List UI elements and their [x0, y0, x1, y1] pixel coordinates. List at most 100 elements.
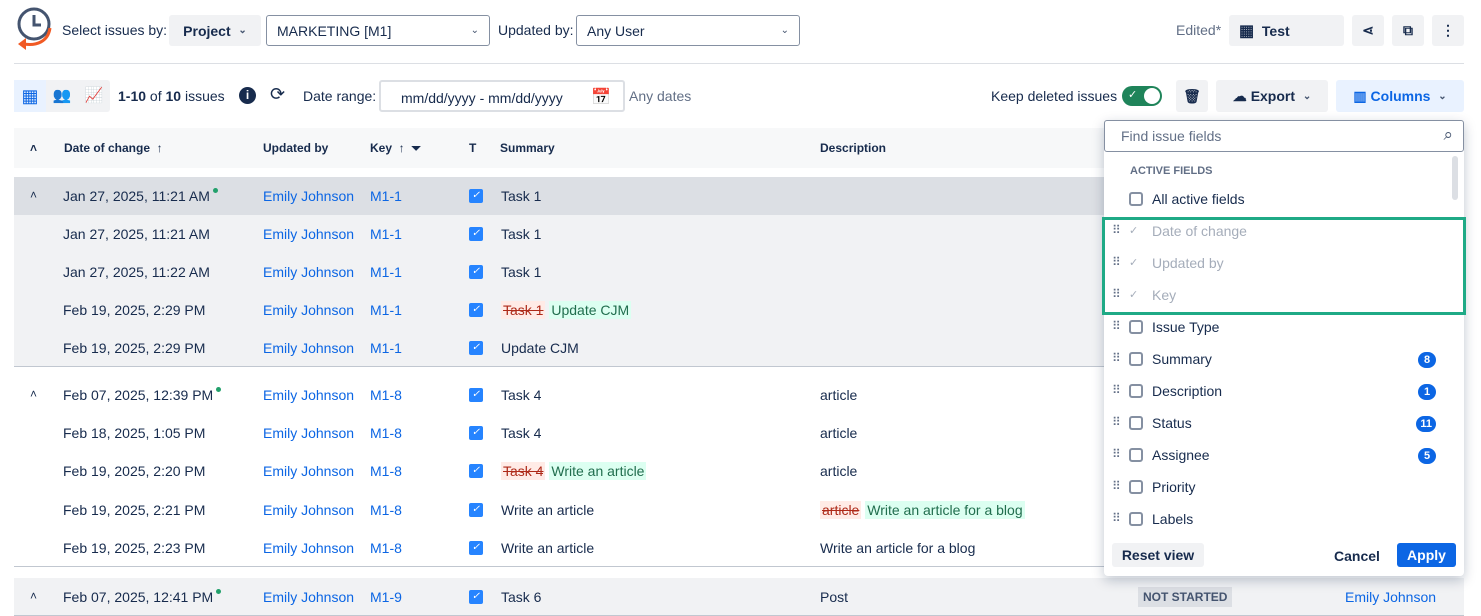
field-option[interactable]: ⠿ Status 11 [1104, 407, 1464, 439]
table-row[interactable]: Feb 19, 2025, 2:23 PM Emily Johnson M1-8 ✓ W… [14, 529, 1464, 567]
drag-handle-icon[interactable]: ⠿ [1112, 351, 1121, 365]
scrollbar[interactable] [1452, 156, 1458, 200]
collapse-icon[interactable]: ˄ [30, 188, 38, 202]
drag-handle-icon[interactable]: ⠿ [1112, 511, 1121, 525]
issue-key-link[interactable]: M1-8 [370, 463, 402, 480]
table-row[interactable]: Feb 19, 2025, 2:29 PM Emily Johnson M1-1 ✓ U… [14, 329, 1464, 367]
table-icon: ▦ [1239, 22, 1255, 40]
checkbox[interactable]: ✓ [1129, 225, 1139, 237]
field-option[interactable]: ⠿ Assignee 5 [1104, 439, 1464, 471]
drag-handle-icon[interactable]: ⠿ [1112, 223, 1121, 237]
issue-key-link[interactable]: M1-8 [370, 501, 402, 518]
collapse-icon[interactable]: ˄ [30, 589, 38, 603]
drag-handle-icon[interactable]: ⠿ [1112, 319, 1121, 333]
checkbox[interactable] [1129, 416, 1143, 430]
header-updated-by[interactable]: Updated by [263, 141, 329, 155]
find-fields-input[interactable]: Find issue fields ⌕ [1104, 120, 1464, 152]
checkbox[interactable] [1129, 480, 1143, 494]
share-button[interactable]: ⋖ [1352, 15, 1384, 46]
collapse-all-icon[interactable]: ˄ [30, 141, 38, 155]
field-option[interactable]: ⠿ ✓ Updated by [1104, 247, 1464, 279]
user-link[interactable]: Emily Johnson [263, 387, 355, 403]
user-link[interactable]: Emily Johnson [263, 589, 355, 605]
issue-key-link[interactable]: M1-9 [370, 589, 402, 605]
reset-view-button[interactable]: Reset view [1112, 543, 1204, 567]
user-link[interactable]: Emily Johnson [263, 501, 355, 518]
field-option[interactable]: ⠿ ✓ Key [1104, 279, 1464, 311]
header-date[interactable]: Date of change ↑ [64, 141, 163, 155]
cancel-button[interactable]: Cancel [1334, 548, 1380, 564]
drag-handle-icon[interactable]: ⠿ [1112, 415, 1121, 429]
table-row[interactable]: Jan 27, 2025, 11:22 AM Emily Johnson M1-1 ✓… [14, 253, 1464, 291]
refresh-icon[interactable]: ⟳ [270, 84, 286, 104]
columns-panel: Find issue fields ⌕ ACTIVE FIELDS All act… [1102, 120, 1466, 576]
all-active-fields-option[interactable]: All active fields [1104, 183, 1464, 215]
collapse-icon[interactable]: ˄ [30, 387, 38, 401]
users-view-icon[interactable]: 👥 [52, 87, 72, 104]
keep-deleted-toggle[interactable]: ✓ [1122, 86, 1162, 106]
table-row[interactable]: Feb 18, 2025, 1:05 PM Emily Johnson M1-8 ✓ T… [14, 414, 1464, 452]
checkbox[interactable] [1129, 448, 1143, 462]
drag-handle-icon[interactable]: ⠿ [1112, 447, 1121, 461]
apply-button[interactable]: Apply [1397, 543, 1456, 567]
assignee-link[interactable]: Emily Johnson [1345, 589, 1437, 605]
table-row[interactable]: Jan 27, 2025, 11:21 AM Emily Johnson M1-1 ✓… [14, 215, 1464, 253]
user-link[interactable]: Emily Johnson [263, 340, 355, 356]
issue-key-link[interactable]: M1-8 [370, 387, 402, 403]
checkbox[interactable] [1129, 352, 1143, 366]
user-link[interactable]: Emily Johnson [263, 264, 355, 280]
user-link[interactable]: Emily Johnson [263, 302, 355, 318]
issue-key-link[interactable]: M1-1 [370, 302, 402, 318]
user-link[interactable]: Emily Johnson [263, 425, 355, 442]
user-link[interactable]: Emily Johnson [263, 539, 355, 556]
project-dropdown[interactable]: MARKETING [M1] ⌄ [266, 15, 490, 46]
user-link[interactable]: Emily Johnson [263, 188, 355, 204]
date-range-input[interactable]: mm/dd/yyyy - mm/dd/yyyy 📅 [379, 80, 625, 112]
table-row[interactable]: ˄ Feb 07, 2025, 12:41 PM Emily Johnson M1-9… [14, 578, 1464, 616]
trash-button[interactable]: 🗑 [1176, 80, 1208, 112]
drag-handle-icon[interactable]: ⠿ [1112, 287, 1121, 301]
user-link[interactable]: Emily Johnson [263, 463, 355, 480]
view-selector-button[interactable]: ▦ Test [1229, 15, 1344, 46]
issue-key-link[interactable]: M1-8 [370, 539, 402, 556]
header-type[interactable]: T [469, 141, 477, 155]
drag-handle-icon[interactable]: ⠿ [1112, 255, 1121, 269]
field-option[interactable]: ⠿ Labels [1104, 503, 1464, 535]
table-row[interactable]: Feb 19, 2025, 2:21 PM Emily Johnson M1-8 ✓ W… [14, 491, 1464, 529]
issue-key-link[interactable]: M1-8 [370, 425, 402, 442]
field-option[interactable]: ⠿ Description 1 [1104, 375, 1464, 407]
table-view-icon[interactable]: ▦ [14, 80, 46, 112]
drag-handle-icon[interactable]: ⠿ [1112, 479, 1121, 493]
export-button[interactable]: ☁ Export ⌄ [1216, 80, 1328, 112]
header-key[interactable]: Key ↑ ⏷ [370, 141, 421, 155]
header-summary[interactable]: Summary [500, 141, 555, 155]
chart-view-icon[interactable]: 📈 [84, 87, 104, 104]
checkbox[interactable]: ✓ [1129, 257, 1139, 269]
issue-key-link[interactable]: M1-1 [370, 264, 402, 280]
user-link[interactable]: Emily Johnson [263, 226, 355, 242]
issue-key-link[interactable]: M1-1 [370, 188, 402, 204]
field-option[interactable]: ⠿ Priority [1104, 471, 1464, 503]
columns-button[interactable]: ▥ Columns ⌄ [1336, 80, 1464, 112]
checkbox[interactable] [1129, 512, 1143, 526]
field-option[interactable]: ⠿ Issue Type [1104, 311, 1464, 343]
header-description[interactable]: Description [820, 141, 887, 155]
save-view-button[interactable]: ⧉ [1392, 15, 1424, 46]
issue-key-link[interactable]: M1-1 [370, 226, 402, 242]
issue-key-link[interactable]: M1-1 [370, 340, 402, 356]
checkbox[interactable] [1129, 320, 1143, 334]
checkbox[interactable] [1129, 384, 1143, 398]
more-button[interactable]: ⋮ [1432, 15, 1464, 46]
checkbox[interactable]: ✓ [1129, 289, 1139, 301]
table-row[interactable]: Feb 19, 2025, 2:20 PM Emily Johnson M1-8 ✓ T… [14, 452, 1464, 490]
drag-handle-icon[interactable]: ⠿ [1112, 383, 1121, 397]
table-row[interactable]: ˄ Feb 07, 2025, 12:39 PM Emily Johnson M1-8… [14, 376, 1464, 414]
select-type-dropdown[interactable]: Project ⌄ [169, 15, 261, 46]
field-option[interactable]: ⠿ Summary 8 [1104, 343, 1464, 375]
updated-by-dropdown[interactable]: Any User ⌄ [576, 15, 800, 46]
option-label: Date of change [1152, 223, 1247, 239]
table-row[interactable]: Feb 19, 2025, 2:29 PM Emily Johnson M1-1 ✓ T… [14, 291, 1464, 329]
calendar-icon[interactable]: 📅 [591, 89, 611, 106]
info-icon[interactable]: i [239, 87, 256, 104]
field-option[interactable]: ⠿ ✓ Date of change [1104, 215, 1464, 247]
